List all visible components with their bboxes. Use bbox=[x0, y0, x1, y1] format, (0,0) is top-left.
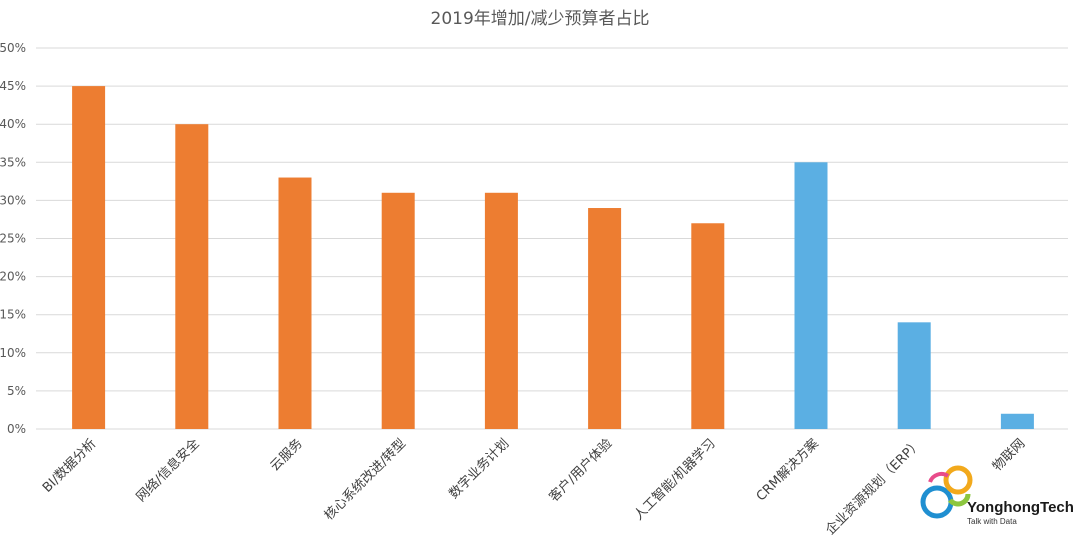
x-tick-label: 物联网 bbox=[990, 436, 1028, 474]
x-tick-label: 网络/信息安全 bbox=[133, 436, 203, 506]
x-tick-label: 企业资源规划（ERP） bbox=[822, 436, 925, 539]
x-axis-categories: BI/数据分析 网络/信息安全 云服务 核心系统改进/转型 数字业务计划 客户/用户体验人… bbox=[40, 436, 1028, 539]
brand-logo: YonghongTech Talk with Data bbox=[920, 465, 1074, 526]
bar bbox=[588, 208, 622, 429]
bar bbox=[691, 223, 725, 429]
y-tick-label: 5% bbox=[7, 384, 26, 398]
brand-name: YonghongTech bbox=[967, 499, 1074, 516]
bar bbox=[1000, 413, 1034, 429]
x-tick-label: 客户/用户体验 bbox=[546, 436, 616, 506]
x-tick-label: 人工智能/机器学习 bbox=[631, 436, 719, 524]
x-tick-label: 核心系统改进/转型 bbox=[322, 436, 409, 523]
y-tick-label: 50% bbox=[0, 41, 26, 55]
bar bbox=[278, 177, 312, 429]
bar bbox=[381, 192, 415, 429]
y-tick-label: 10% bbox=[0, 346, 26, 360]
bar bbox=[72, 86, 106, 429]
bar bbox=[794, 162, 828, 430]
y-tick-label: 0% bbox=[7, 422, 26, 436]
brand-logo-icon bbox=[920, 465, 973, 519]
y-tick-label: 30% bbox=[0, 193, 26, 207]
bars bbox=[72, 86, 1034, 430]
y-tick-label: 15% bbox=[0, 308, 26, 322]
brand-tagline: Talk with Data bbox=[967, 517, 1017, 526]
bar bbox=[897, 322, 931, 429]
y-axis-ticks: 0% 5% 10% 15% 20% 25% 30% 35% 40% 45% 50% bbox=[0, 41, 26, 436]
bar bbox=[175, 124, 209, 429]
y-tick-label: 35% bbox=[0, 155, 26, 169]
y-tick-label: 45% bbox=[0, 79, 26, 93]
y-tick-label: 25% bbox=[0, 232, 26, 246]
x-tick-label: CRM解决方案 bbox=[753, 436, 822, 505]
x-tick-label: 数字业务计划 bbox=[446, 436, 512, 502]
y-tick-label: 40% bbox=[0, 117, 26, 131]
x-tick-label: BI/数据分析 bbox=[40, 436, 99, 495]
y-tick-label: 20% bbox=[0, 270, 26, 284]
bar bbox=[484, 192, 518, 429]
chart-title: 2019年增加/减少预算者占比 bbox=[431, 9, 650, 29]
x-tick-label: 云服务 bbox=[267, 436, 306, 475]
